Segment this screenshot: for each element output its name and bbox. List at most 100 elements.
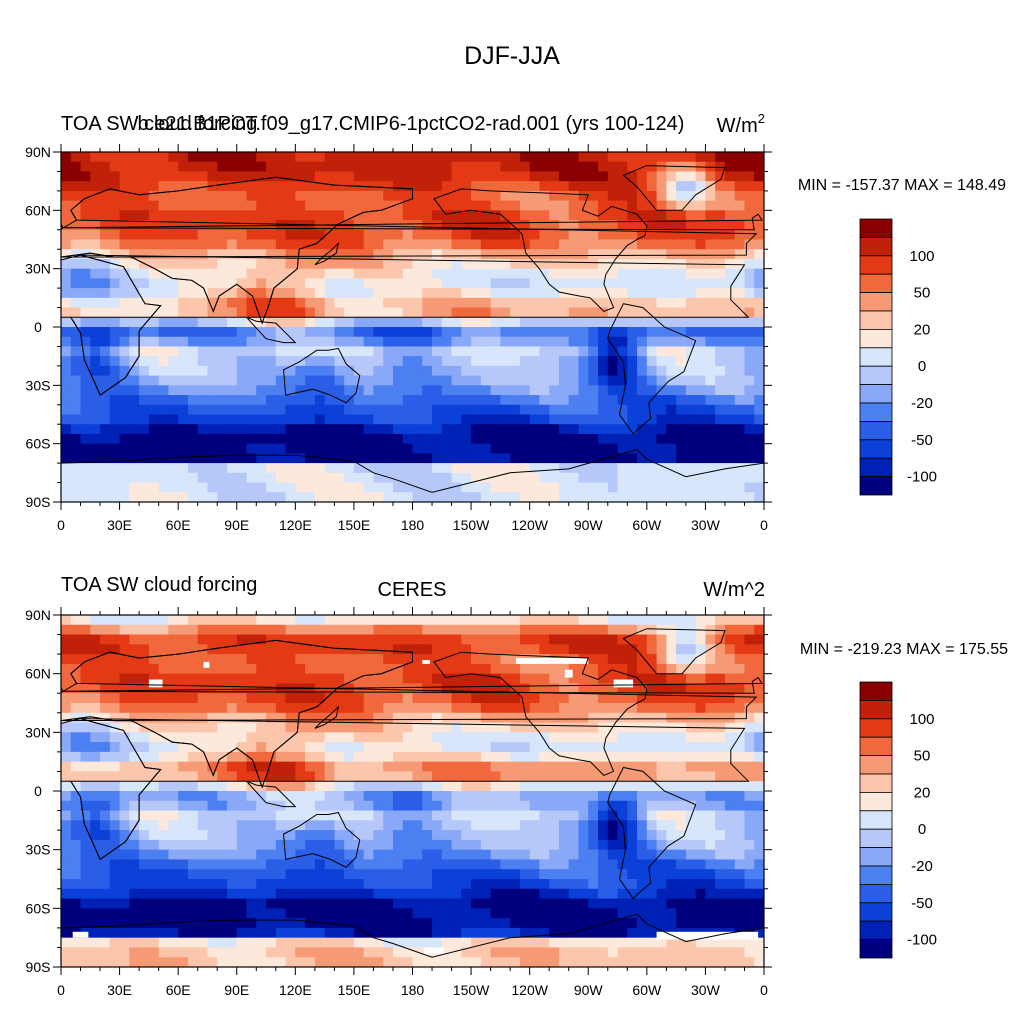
- field-cell: [666, 229, 677, 241]
- field-cell: [666, 278, 677, 289]
- field-cell: [519, 317, 531, 328]
- field-cell: [685, 171, 697, 182]
- field-cell: [695, 453, 707, 464]
- field-cell: [197, 624, 209, 636]
- field-cell: [471, 356, 482, 367]
- field-cell: [637, 258, 648, 270]
- field-cell: [158, 781, 169, 792]
- field-cell: [471, 453, 482, 464]
- field-cell: [598, 839, 609, 851]
- field-cell: [656, 346, 667, 357]
- field-cell: [607, 732, 619, 743]
- field-cell: [607, 268, 619, 279]
- field-cell: [256, 634, 267, 645]
- field-cell: [392, 644, 404, 655]
- field-cell: [187, 229, 199, 241]
- field-cell: [627, 229, 638, 241]
- field-cell: [353, 171, 365, 182]
- field-cell: [539, 424, 550, 435]
- field-cell: [471, 307, 482, 318]
- field-cell: [285, 712, 296, 724]
- field-cell: [305, 673, 316, 685]
- field-cell: [441, 673, 453, 685]
- field-cell: [119, 375, 130, 386]
- field-cell: [637, 654, 648, 665]
- field-cell: [119, 404, 130, 416]
- field-cell: [178, 722, 189, 733]
- field-cell: [207, 443, 218, 454]
- field-cell: [510, 268, 521, 279]
- field-cell: [383, 492, 394, 502]
- field-cell: [80, 249, 91, 260]
- field-cell: [646, 722, 658, 733]
- field-cell: [353, 200, 365, 211]
- field-cell: [685, 152, 697, 163]
- field-cell: [685, 673, 697, 685]
- field-cell: [490, 712, 501, 724]
- field-cell: [392, 654, 404, 665]
- field-cell: [432, 492, 443, 502]
- field-cell: [656, 171, 667, 182]
- field-cell: [402, 404, 414, 416]
- field-cell: [187, 453, 199, 464]
- field-cell: [461, 404, 472, 416]
- field-cell: [305, 732, 316, 743]
- field-cell: [510, 839, 521, 851]
- field-cell: [588, 722, 599, 733]
- field-cell: [607, 239, 619, 250]
- field-cell: [734, 249, 746, 260]
- field-cell: [246, 859, 257, 870]
- field-cell: [61, 771, 72, 782]
- field-cell: [148, 200, 160, 211]
- field-cell: [314, 443, 326, 454]
- field-cell: [685, 463, 697, 474]
- field-cell: [148, 356, 160, 367]
- field-cell: [441, 771, 453, 782]
- field-cell: [373, 346, 384, 357]
- field-cell: [295, 190, 306, 202]
- field-cell: [539, 839, 550, 851]
- field-cell: [256, 761, 267, 773]
- field-cell: [236, 800, 248, 812]
- field-cell: [656, 482, 667, 493]
- field-cell: [61, 751, 72, 763]
- field-cell: [90, 210, 101, 221]
- field-cell: [607, 171, 619, 182]
- field-cell: [90, 791, 101, 802]
- field-cell: [187, 258, 199, 270]
- field-cell: [461, 673, 472, 685]
- field-cell: [412, 356, 423, 367]
- field-cell: [129, 210, 140, 221]
- field-cell: [558, 229, 570, 241]
- field-cell: [226, 181, 238, 192]
- field-cell: [549, 336, 560, 348]
- field-cell: [305, 356, 316, 367]
- field-cell: [168, 288, 179, 299]
- field-cell: [412, 732, 423, 743]
- field-cell: [695, 395, 707, 406]
- field-cell: [217, 859, 228, 870]
- field-cell: [256, 673, 267, 685]
- field-cell: [100, 673, 111, 685]
- field-cell: [80, 615, 91, 626]
- field-cell: [207, 742, 218, 753]
- field-cell: [217, 424, 228, 435]
- field-cell: [373, 171, 384, 182]
- field-cell: [432, 229, 443, 241]
- field-cell: [129, 220, 140, 231]
- field-cell: [441, 644, 453, 655]
- field-cell: [588, 800, 599, 812]
- field-cell: [285, 898, 296, 909]
- field-cell: [61, 297, 72, 309]
- field-cell: [627, 181, 638, 192]
- field-cell: [754, 624, 764, 636]
- field-cell: [392, 385, 404, 396]
- field-cell: [500, 820, 511, 831]
- field-cell: [598, 742, 609, 753]
- field-cell: [451, 712, 462, 724]
- field-cell: [373, 356, 384, 367]
- field-cell: [217, 249, 228, 260]
- field-cell: [236, 443, 248, 454]
- field-cell: [539, 404, 550, 416]
- field-cell: [705, 712, 716, 724]
